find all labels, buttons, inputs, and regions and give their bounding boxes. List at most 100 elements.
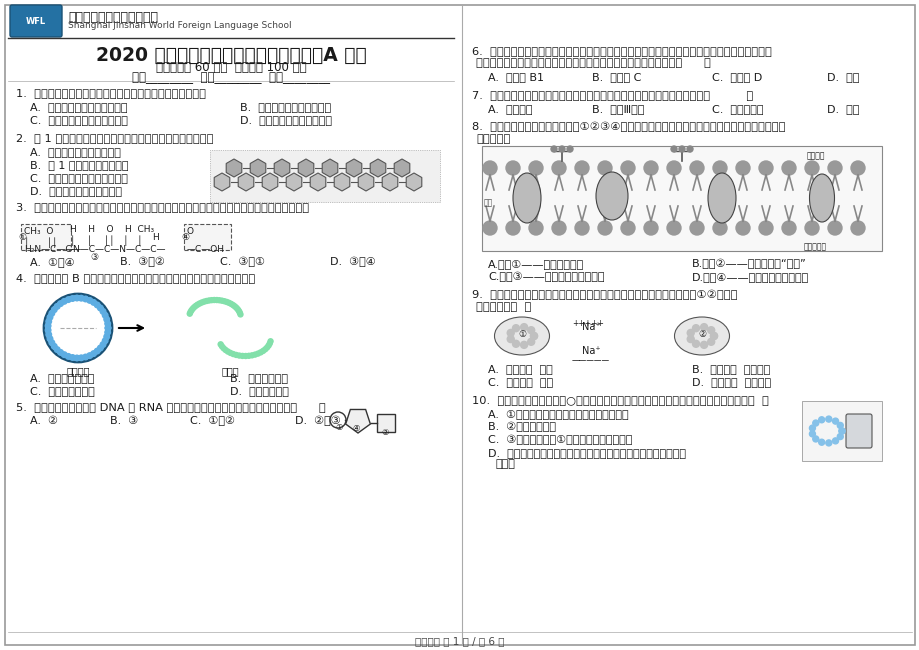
Circle shape — [689, 221, 703, 235]
Circle shape — [520, 341, 527, 348]
Text: +++++: +++++ — [572, 319, 603, 328]
Circle shape — [809, 425, 814, 431]
Circle shape — [62, 352, 67, 358]
Circle shape — [811, 420, 818, 426]
Circle shape — [520, 324, 527, 331]
Text: H₂N—C—C—: H₂N—C—C— — [24, 245, 81, 254]
Text: B.物质②——构成膜的基“骨架”: B.物质②——构成膜的基“骨架” — [691, 259, 806, 269]
Circle shape — [243, 354, 248, 359]
Circle shape — [237, 310, 242, 315]
Text: D.  ②和③: D. ②和③ — [295, 416, 340, 426]
Circle shape — [197, 301, 202, 306]
Circle shape — [512, 325, 519, 332]
Text: C.  双缩脈试剂: C. 双缩脈试剂 — [711, 104, 763, 114]
Circle shape — [670, 146, 676, 152]
Text: 是摄入过量也不利于健康。下列维生素一般可以在人体内储存的是（      ）: 是摄入过量也不利于健康。下列维生素一般可以在人体内储存的是（ ） — [475, 58, 710, 68]
Text: B.  图 1 中所示多糖为麦芽糖: B. 图 1 中所示多糖为麦芽糖 — [30, 160, 129, 170]
Text: CH₃  O: CH₃ O — [24, 227, 53, 236]
FancyBboxPatch shape — [10, 5, 62, 37]
Circle shape — [191, 305, 197, 310]
Text: 班级________  姓名________  学号________: 班级________ 姓名________ 学号________ — [131, 71, 330, 84]
Circle shape — [550, 146, 556, 152]
Circle shape — [482, 161, 496, 175]
Circle shape — [224, 300, 229, 304]
Circle shape — [238, 312, 243, 317]
Text: C.  ①和②: C. ①和② — [190, 416, 234, 426]
Text: ②: ② — [380, 428, 388, 437]
Text: ①: ① — [335, 423, 342, 432]
Circle shape — [51, 307, 57, 313]
Text: ④: ④ — [352, 424, 359, 433]
Circle shape — [574, 221, 588, 235]
FancyBboxPatch shape — [184, 224, 231, 250]
Circle shape — [832, 418, 837, 424]
Circle shape — [666, 161, 680, 175]
Circle shape — [506, 335, 514, 343]
Circle shape — [233, 352, 238, 358]
Circle shape — [528, 327, 534, 333]
Text: ④: ④ — [181, 233, 189, 242]
Text: 1.  无机盐在生命活动中有重要作用，下列相关描述正确的是: 1. 无机盐在生命活动中有重要作用，下列相关描述正确的是 — [16, 88, 206, 98]
Circle shape — [255, 351, 260, 356]
Text: A.  被动运输  胞吐: A. 被动运输 胞吐 — [487, 364, 552, 374]
Circle shape — [686, 335, 694, 343]
Circle shape — [49, 311, 54, 316]
Circle shape — [678, 146, 685, 152]
Text: D.  当成熟植物细胞内的渗透压低于细胞外渗透压时，从细胞外进: D. 当成熟植物细胞内的渗透压低于细胞外渗透压时，从细胞外进 — [487, 448, 686, 458]
Text: B.  ③: B. ③ — [110, 416, 138, 426]
Circle shape — [86, 298, 93, 303]
Circle shape — [818, 439, 823, 445]
Circle shape — [686, 146, 692, 152]
FancyBboxPatch shape — [210, 150, 439, 202]
Circle shape — [566, 146, 573, 152]
Text: 细胞质基质: 细胞质基质 — [803, 242, 826, 251]
Text: Shanghai Jinshan World Foreign Language School: Shanghai Jinshan World Foreign Language … — [68, 21, 291, 30]
Circle shape — [70, 296, 75, 302]
Circle shape — [45, 328, 51, 333]
Circle shape — [83, 296, 88, 302]
Circle shape — [236, 353, 242, 358]
Circle shape — [818, 417, 823, 423]
Circle shape — [187, 309, 193, 315]
Circle shape — [100, 342, 106, 347]
Circle shape — [836, 434, 843, 439]
Circle shape — [838, 428, 844, 434]
Circle shape — [97, 345, 103, 351]
Text: 系错误的是: 系错误的是 — [475, 134, 510, 144]
Text: —————: ————— — [572, 356, 609, 365]
Text: 10.  下图示意水分子（图中○所示）进入成熟植物细胞的运输过程，下列叙述正确的是（  ）: 10. 下图示意水分子（图中○所示）进入成熟植物细胞的运输过程，下列叙述正确的是… — [471, 395, 768, 405]
Text: 磷脂: 磷脂 — [483, 198, 493, 207]
Circle shape — [207, 298, 211, 303]
Ellipse shape — [596, 172, 628, 220]
Circle shape — [102, 338, 108, 344]
Circle shape — [95, 348, 100, 354]
Text: D.  ③和④: D. ③和④ — [330, 257, 375, 267]
Text: C.  由多个葡萄糖脲水缩合而成: C. 由多个葡萄糖脲水缩合而成 — [30, 173, 128, 183]
Circle shape — [78, 295, 84, 301]
Circle shape — [54, 304, 60, 309]
Text: 6.  维生素是生物生长和代谢所必需的有机化合物，任何一种维生素缺乏都会引起相应的病症，但: 6. 维生素是生物生长和代谢所必需的有机化合物，任何一种维生素缺乏都会引起相应的… — [471, 46, 771, 56]
Circle shape — [781, 161, 795, 175]
Circle shape — [712, 161, 726, 175]
Circle shape — [707, 338, 714, 345]
Text: B.  ②表示糖蛋白子: B. ②表示糖蛋白子 — [487, 422, 555, 432]
FancyBboxPatch shape — [21, 224, 71, 250]
Text: 上海金山区世界外国语学校: 上海金山区世界外国语学校 — [68, 11, 158, 24]
Text: 5.  若用图分别表示组成 DNA 和 RNA 的基本单位，则两者有差异的部分体现在（      ）: 5. 若用图分别表示组成 DNA 和 RNA 的基本单位，则两者有差异的部分体现… — [16, 402, 325, 412]
Circle shape — [221, 299, 227, 304]
Text: D.物质④——作为能量供机体利用: D.物质④——作为能量供机体利用 — [691, 272, 809, 282]
Circle shape — [226, 300, 232, 306]
Text: 方式分别是（  ）: 方式分别是（ ） — [475, 302, 531, 312]
Circle shape — [49, 340, 54, 346]
Circle shape — [201, 299, 207, 304]
Circle shape — [597, 161, 611, 175]
Circle shape — [551, 161, 565, 175]
Circle shape — [574, 161, 588, 175]
Circle shape — [229, 302, 233, 306]
Text: ③: ③ — [90, 253, 98, 262]
Circle shape — [620, 161, 634, 175]
Circle shape — [70, 355, 75, 360]
Text: A.  氨基酸数目增加: A. 氨基酸数目增加 — [30, 373, 95, 383]
Text: C.  ③和①: C. ③和① — [220, 257, 265, 267]
FancyBboxPatch shape — [377, 414, 394, 432]
